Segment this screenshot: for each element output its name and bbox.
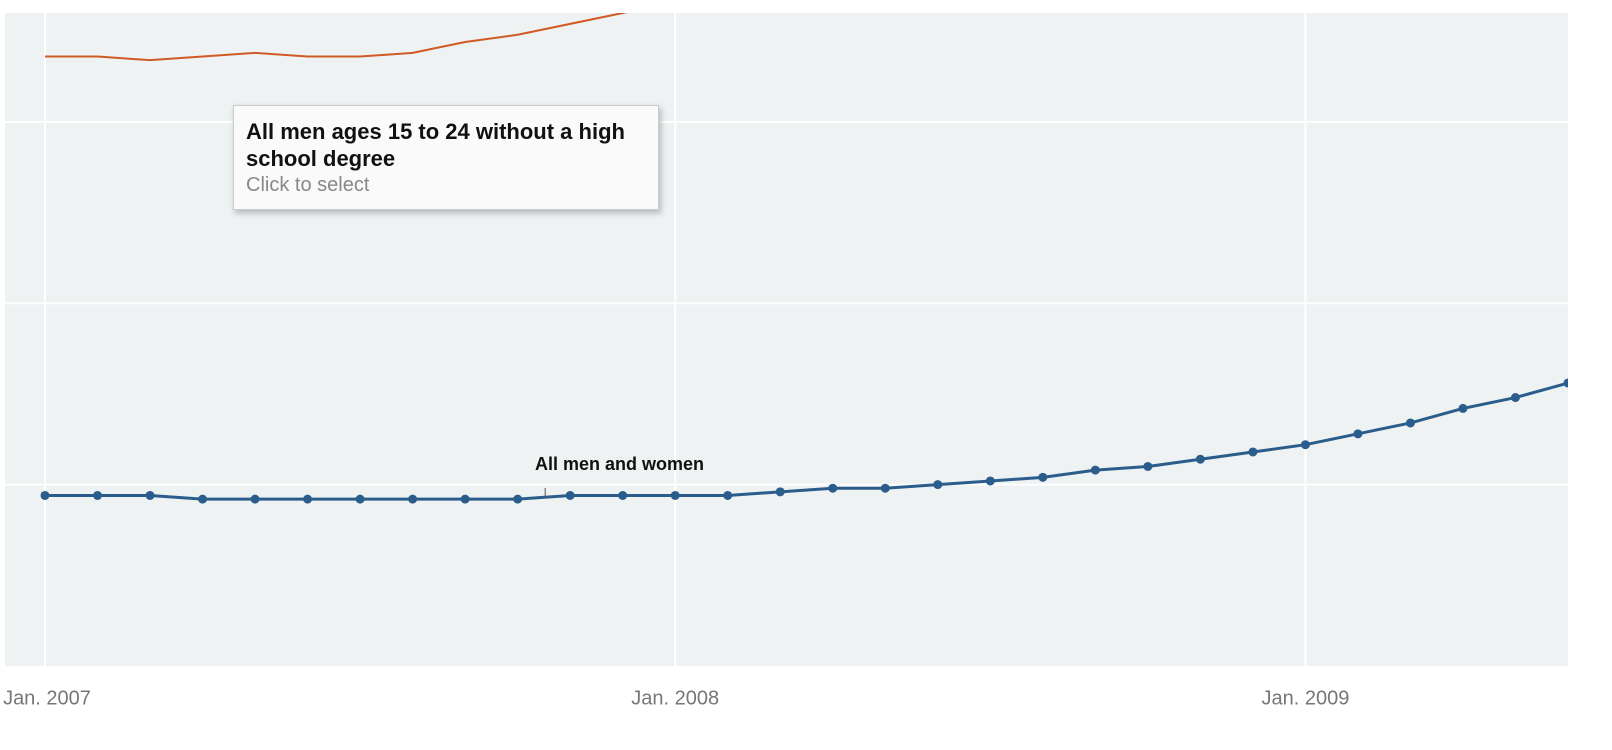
- data-point: [828, 483, 838, 493]
- data-point: [1195, 454, 1205, 464]
- tooltip: All men ages 15 to 24 without a high sch…: [233, 105, 659, 210]
- data-point: [565, 490, 575, 500]
- lines: [40, 2, 1568, 504]
- data-point: [880, 483, 890, 493]
- data-point: [40, 490, 50, 500]
- data-point: [460, 494, 470, 504]
- data-point: [1300, 440, 1310, 450]
- data-point: [1405, 418, 1415, 428]
- data-point: [145, 490, 155, 500]
- data-point: [93, 490, 103, 500]
- data-point: [355, 494, 365, 504]
- data-point: [408, 494, 418, 504]
- x-tick-label: Jan. 2008: [631, 687, 719, 709]
- series-line[interactable]: [45, 2, 675, 62]
- data-point: [1458, 403, 1468, 413]
- data-point: [723, 490, 733, 500]
- data-point: [933, 480, 943, 490]
- data-point: [618, 490, 628, 500]
- data-point: [250, 494, 260, 504]
- data-point: [1143, 461, 1153, 471]
- data-point: [513, 494, 523, 504]
- data-point: [670, 490, 680, 500]
- series-line[interactable]: [45, 381, 1568, 501]
- tooltip-hint: Click to select: [246, 174, 370, 196]
- data-point: [1248, 447, 1258, 457]
- x-tick-label: Jan. 2007: [3, 687, 91, 709]
- data-point: [1353, 429, 1363, 439]
- data-point: [198, 494, 208, 504]
- x-tick-label: Jan. 2009: [1261, 687, 1349, 709]
- data-point: [1563, 378, 1568, 388]
- data-point: [1090, 465, 1100, 475]
- data-point: [775, 487, 785, 497]
- labels: Jan. 2007 Jan. 2008 Jan. 2009 All men and w…: [3, 454, 1349, 709]
- data-point: [1510, 393, 1520, 403]
- tooltip-title: All men ages 15 to 24 without a high sch…: [246, 119, 625, 171]
- data-point: [985, 476, 995, 486]
- data-point: [1038, 472, 1048, 482]
- data-point: [303, 494, 313, 504]
- series-label: All men and women: [535, 454, 704, 474]
